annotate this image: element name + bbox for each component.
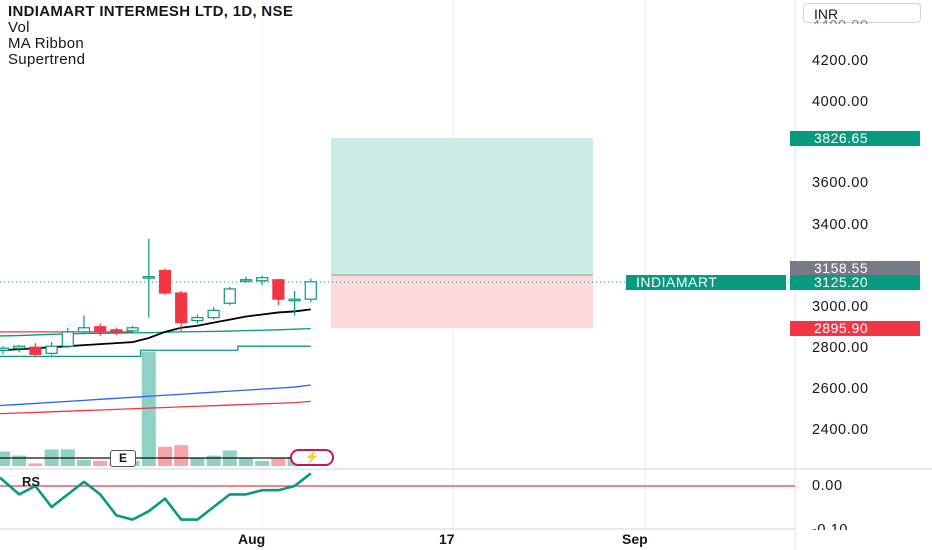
price-label-3600: 3600.00 [812, 175, 869, 191]
stop-price-tag[interactable]: 2895.90 [790, 321, 920, 336]
rs-series [0, 472, 312, 521]
volume-bar [28, 463, 43, 466]
candle-body [256, 277, 269, 282]
volume-bar [0, 451, 10, 466]
price-label-2600: 2600.00 [812, 381, 869, 397]
indicator-vol[interactable]: Vol [8, 19, 30, 36]
rs-pane-label[interactable]: RS [22, 474, 41, 489]
loss-zone[interactable] [331, 275, 593, 328]
volume-bar [93, 460, 108, 466]
volume-bar [271, 458, 286, 466]
target-price-tag[interactable]: 3826.65 [790, 131, 920, 146]
rs-label-zero: 0.00 [812, 478, 843, 494]
ma-blue-line [0, 384, 311, 407]
candle-body [304, 281, 317, 300]
volume-bar [174, 445, 189, 466]
price-label-4000: 4000.00 [812, 94, 869, 110]
candle-body [0, 347, 10, 351]
current-price-tag[interactable]: 3125.20 [790, 275, 920, 290]
candle-body [29, 346, 42, 355]
supertrend-line [0, 345, 311, 358]
price-label-3000: 3000.00 [812, 299, 869, 315]
indicator-ma-ribbon[interactable]: MA Ribbon [8, 35, 85, 52]
candle-body [207, 309, 220, 319]
time-label-sep: Sep [622, 531, 648, 547]
candle-body [288, 298, 301, 302]
symbol-title[interactable]: INDIAMART INTERMESH LTD, 1D, NSE [8, 3, 294, 20]
candle-body [223, 288, 236, 304]
volume-bar [12, 455, 27, 466]
ma-red-line [0, 400, 311, 415]
rs-label-neg: -0.10 [812, 522, 849, 530]
price-label-3400: 3400.00 [812, 217, 869, 233]
candle-body [77, 327, 91, 333]
candle-body [239, 279, 253, 282]
symbol-name-tag[interactable]: INDIAMART [626, 275, 786, 290]
profit-zone[interactable] [331, 138, 593, 275]
rs-line [0, 472, 312, 521]
entry-price-tag[interactable]: 3158.55 [790, 261, 920, 276]
indicator-supertrend[interactable]: Supertrend [8, 51, 86, 68]
candle-body [142, 276, 155, 279]
volume-bar [239, 458, 253, 466]
time-label-aug: Aug [238, 531, 266, 547]
volume-bar [77, 459, 91, 466]
lightning-icon[interactable]: ⚡ [290, 449, 334, 466]
candle-body [94, 326, 107, 332]
price-label-top: 4400.00 [812, 18, 869, 24]
candle-body [13, 345, 26, 349]
volume-bars [0, 351, 318, 466]
currency-selector[interactable]: INR [803, 3, 921, 23]
volume-bar [206, 455, 221, 466]
volume-bar [141, 351, 156, 466]
candle-body [175, 292, 188, 324]
chart-legend: INDIAMART INTERMESH LTD, 1D, NSE Vol MA … [8, 4, 293, 68]
candle-body [191, 316, 204, 322]
volume-bar [158, 446, 172, 466]
time-label-17: 17 [439, 531, 455, 547]
candle-body [45, 345, 58, 354]
volume-bar [190, 458, 205, 466]
volume-bar [255, 460, 270, 466]
price-label-4200: 4200.00 [812, 53, 869, 69]
candle-body [126, 327, 139, 332]
earnings-badge[interactable]: E [110, 450, 136, 467]
price-label-2400: 2400.00 [812, 422, 869, 438]
ma-green-line [0, 327, 311, 337]
price-label-2800: 2800.00 [812, 340, 869, 356]
candle-body [61, 331, 74, 347]
candle-body [158, 269, 172, 294]
candle-body [110, 329, 123, 333]
candle-body [272, 279, 285, 300]
candlesticks [0, 238, 317, 357]
